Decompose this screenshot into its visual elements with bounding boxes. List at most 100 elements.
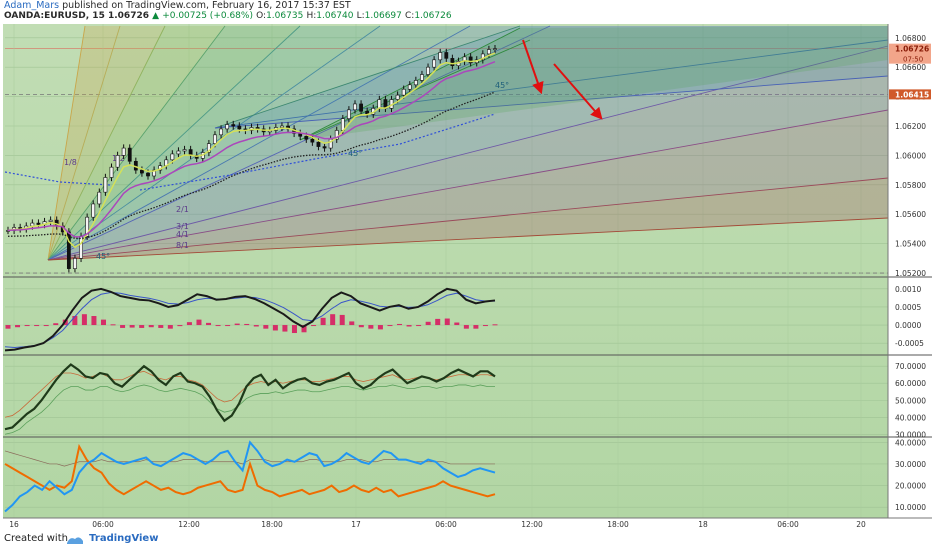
- candle-body[interactable]: [121, 147, 126, 156]
- macd-histogram-bar[interactable]: [158, 325, 164, 328]
- fan-line[interactable]: [47, 177, 889, 261]
- red-arrows[interactable]: [522, 39, 603, 120]
- macd-histogram-bar[interactable]: [215, 325, 221, 327]
- macd-histogram-bar[interactable]: [425, 321, 431, 326]
- price-panel[interactable]: [6, 44, 497, 273]
- rsi-panel[interactable]: [4, 440, 496, 513]
- macd-histogram-bar[interactable]: [349, 321, 355, 326]
- macd-histogram-bar[interactable]: [139, 325, 145, 328]
- macd-histogram-bar[interactable]: [186, 322, 192, 326]
- macd-histogram-bar[interactable]: [482, 325, 488, 327]
- symbol-name[interactable]: OANDA:EURUSD, 15: [4, 11, 105, 21]
- macd-histogram-bar[interactable]: [330, 314, 336, 326]
- candle-body[interactable]: [304, 135, 309, 140]
- candle-body[interactable]: [346, 109, 351, 119]
- macd-histogram-bar[interactable]: [225, 325, 231, 327]
- candle-body[interactable]: [444, 52, 449, 59]
- candle-body[interactable]: [237, 125, 242, 130]
- macd-histogram-bar[interactable]: [272, 325, 278, 331]
- macd-histogram-bar[interactable]: [120, 325, 126, 328]
- candle-body[interactable]: [66, 231, 71, 269]
- candle-body[interactable]: [213, 134, 217, 144]
- candle-body[interactable]: [353, 103, 357, 111]
- candle-body[interactable]: [450, 58, 455, 67]
- fan-line[interactable]: [47, 25, 301, 261]
- macd-histogram-bar[interactable]: [368, 325, 374, 329]
- macd-histogram-bar[interactable]: [406, 325, 412, 327]
- macd-histogram-bar[interactable]: [34, 325, 40, 327]
- macd-histogram-bar[interactable]: [129, 325, 135, 328]
- macd-histogram-bar[interactable]: [81, 314, 87, 326]
- candle-body[interactable]: [231, 124, 236, 127]
- candle-body[interactable]: [468, 56, 473, 64]
- macd-histogram-bar[interactable]: [244, 323, 250, 326]
- candle-body[interactable]: [152, 169, 157, 177]
- candle-body[interactable]: [85, 216, 90, 237]
- candle-body[interactable]: [280, 125, 284, 128]
- candle-body[interactable]: [170, 153, 175, 161]
- candle-body[interactable]: [420, 74, 424, 81]
- osc-upper-line[interactable]: [4, 370, 496, 418]
- candle-body[interactable]: [103, 177, 108, 193]
- fan-line[interactable]: [47, 109, 889, 261]
- macd-histogram-bar[interactable]: [416, 325, 422, 327]
- candle-body[interactable]: [115, 155, 120, 168]
- fan-line[interactable]: [47, 25, 121, 261]
- macd-histogram-bar[interactable]: [339, 314, 345, 326]
- macd-line[interactable]: [4, 287, 496, 352]
- macd-histogram-bar[interactable]: [473, 325, 479, 329]
- macd-histogram-bar[interactable]: [5, 325, 11, 329]
- macd-histogram-bar[interactable]: [253, 325, 259, 327]
- fan-line[interactable]: [214, 39, 889, 129]
- candle-body[interactable]: [377, 99, 382, 109]
- macd-histogram-bar[interactable]: [282, 325, 288, 332]
- candle-body[interactable]: [395, 94, 400, 100]
- time-axis[interactable]: 16 06:00 12:00 18:00 17 06:00 12:00 18:00 18 06:0…: [9, 520, 866, 529]
- fan-line[interactable]: [47, 25, 471, 261]
- candle-body[interactable]: [206, 143, 211, 153]
- candle-body[interactable]: [401, 88, 406, 96]
- candle-body[interactable]: [36, 222, 41, 225]
- macd-histogram-bar[interactable]: [463, 325, 469, 329]
- osc-main-line[interactable]: [4, 363, 496, 431]
- macd-histogram-bar[interactable]: [377, 325, 383, 330]
- fan-line[interactable]: [47, 25, 86, 261]
- fan-line[interactable]: [214, 25, 521, 129]
- macd-histogram-bar[interactable]: [43, 325, 49, 327]
- fan-line[interactable]: [47, 25, 551, 261]
- macd-histogram-bar[interactable]: [148, 325, 154, 328]
- fan-line[interactable]: [47, 25, 166, 261]
- macd-histogram-bar[interactable]: [72, 316, 78, 326]
- rsi-blue-line[interactable]: [4, 440, 496, 513]
- candle-body[interactable]: [334, 130, 339, 140]
- candle-body[interactable]: [413, 80, 418, 86]
- tradingview-brand[interactable]: TradingView: [89, 533, 159, 544]
- macd-histogram-bar[interactable]: [263, 325, 269, 329]
- macd-histogram-bar[interactable]: [24, 325, 30, 327]
- fan-line[interactable]: [47, 45, 889, 261]
- candle-body[interactable]: [219, 128, 223, 136]
- candle-body[interactable]: [322, 146, 327, 149]
- candle-body[interactable]: [79, 235, 83, 259]
- candle-body[interactable]: [140, 169, 144, 174]
- author-link[interactable]: Adam_Mars: [4, 0, 60, 11]
- candle-body[interactable]: [493, 48, 497, 50]
- gann-fan[interactable]: 1/81/22/13/14/18/145°45°45°: [4, 25, 889, 261]
- candle-body[interactable]: [316, 141, 321, 147]
- macd-histogram-bar[interactable]: [492, 324, 498, 326]
- macd-histogram-bar[interactable]: [177, 325, 183, 327]
- macd-histogram-bar[interactable]: [320, 317, 326, 326]
- candle-body[interactable]: [176, 150, 181, 155]
- candle-body[interactable]: [91, 203, 96, 218]
- macd-histogram-bar[interactable]: [397, 323, 403, 326]
- candle-body[interactable]: [127, 147, 132, 162]
- macd-histogram-bar[interactable]: [100, 319, 106, 326]
- candle-body[interactable]: [438, 52, 443, 61]
- macd-histogram-bar[interactable]: [358, 325, 364, 328]
- candle-body[interactable]: [73, 258, 77, 269]
- macd-histogram-bar[interactable]: [444, 318, 450, 326]
- macd-histogram-bar[interactable]: [301, 325, 307, 333]
- fan-line[interactable]: [47, 217, 889, 261]
- candle-body[interactable]: [48, 219, 53, 222]
